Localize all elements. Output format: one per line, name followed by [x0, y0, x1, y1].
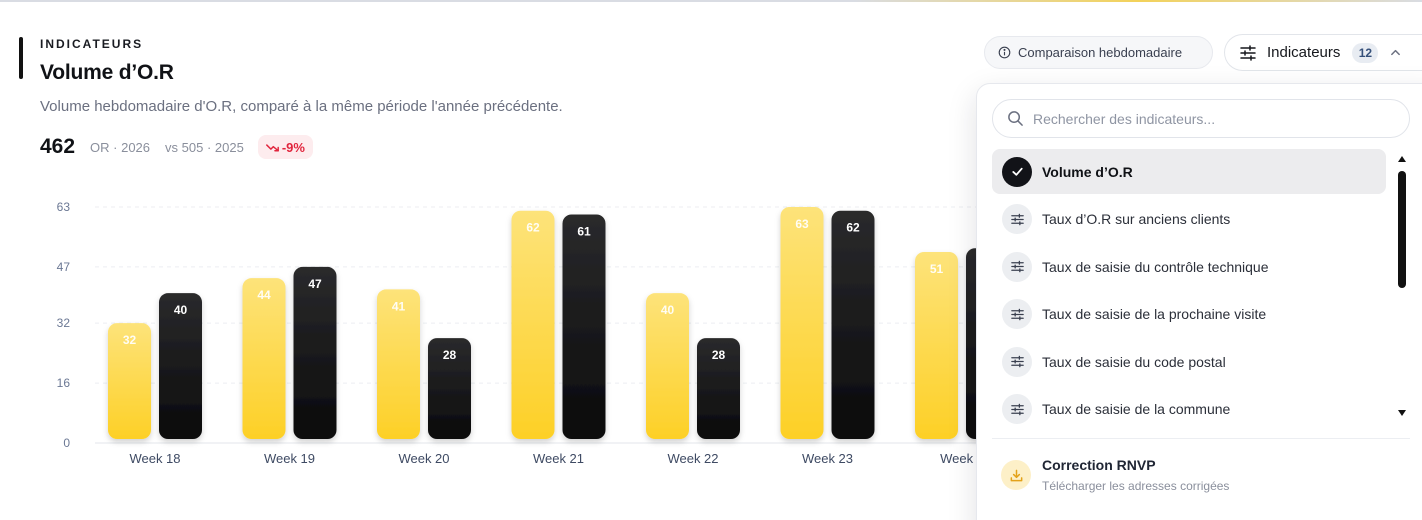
trend-down-icon: [265, 143, 279, 151]
scroll-down-arrow-icon[interactable]: [1398, 410, 1406, 416]
page-title: Volume d’O.R: [40, 61, 174, 84]
rnvp-subtitle: Télécharger les adresses corrigées: [1042, 479, 1230, 493]
bar-value-label: 47: [308, 277, 322, 291]
x-tick-label: Week 21: [533, 451, 584, 466]
weekly-comparison-button[interactable]: Comparaison hebdomadaire: [984, 36, 1213, 69]
bar-series-b[interactable]: [428, 338, 471, 439]
x-tick-label: Week 20: [398, 451, 449, 466]
y-tick-label: 16: [57, 376, 71, 390]
indicator-search-box[interactable]: [992, 99, 1410, 138]
bar-value-label: 44: [257, 288, 271, 302]
delta-badge: -9%: [257, 135, 313, 159]
bar-series-b[interactable]: [831, 210, 875, 439]
indicator-item-label: Volume d’O.R: [1042, 163, 1133, 180]
bar-series-a[interactable]: [915, 251, 958, 439]
check-icon: [1002, 156, 1032, 187]
bar-series-a[interactable]: [377, 289, 420, 439]
indicators-label: Indicateurs: [1267, 44, 1341, 61]
sliders-icon: [1002, 299, 1032, 329]
indicator-item-controle-technique[interactable]: Taux de saisie du contrôle technique: [992, 244, 1386, 289]
scroll-thumb[interactable]: [1398, 171, 1406, 288]
kpi-compare: vs 505 · 2025: [165, 139, 244, 155]
weekly-comparison-label: Comparaison hebdomadaire: [1018, 45, 1183, 60]
sliders-icon: [1002, 394, 1032, 424]
bar-value-label: 61: [577, 224, 591, 238]
bar-value-label: 40: [174, 303, 188, 317]
sliders-icon: [1002, 346, 1032, 377]
sliders-icon: [1240, 44, 1256, 61]
scroll-up-arrow-icon[interactable]: [1398, 156, 1406, 162]
indicator-item-prochaine-visite[interactable]: Taux de saisie de la prochaine visite: [992, 292, 1386, 337]
indicator-item-label: Taux d’O.R sur anciens clients: [1042, 211, 1231, 227]
y-tick-label: 47: [57, 260, 71, 274]
x-tick-label: Week 23: [802, 451, 853, 466]
x-tick-label: Week 18: [129, 451, 180, 466]
bar-value-label: 40: [661, 303, 675, 317]
indicator-item-label: Taux de saisie du code postal: [1042, 353, 1226, 370]
indicator-item-label: Taux de saisie de la prochaine visite: [1042, 306, 1267, 322]
indicators-dropdown-button[interactable]: Indicateurs 12: [1224, 34, 1422, 71]
bar-value-label: 51: [930, 262, 944, 276]
indicator-item-code-postal[interactable]: Taux de saisie du code postal: [992, 339, 1386, 384]
info-icon: [998, 46, 1011, 59]
kpi-summary: 462 OR · 2026 vs 505 · 2025 -9%: [40, 134, 313, 160]
indicator-list: Volume d’O.R Taux d’O.R sur anciens clie…: [992, 149, 1386, 434]
indicator-search-input[interactable]: [1033, 110, 1393, 127]
indicator-item-label: Taux de saisie de la commune: [1042, 401, 1231, 417]
kpi-value: 462: [40, 135, 76, 158]
x-tick-label: Week 2: [940, 451, 984, 466]
bar-series-b[interactable]: [293, 266, 337, 439]
bar-value-label: 62: [526, 221, 540, 235]
indicator-item-volume-or[interactable]: Volume d’O.R: [992, 149, 1386, 194]
bar-value-label: 62: [846, 221, 860, 235]
indicator-item-commune[interactable]: Taux de saisie de la commune: [992, 387, 1386, 432]
bar-series-a[interactable]: [511, 210, 555, 439]
bar-value-label: 28: [712, 348, 726, 362]
section-eyebrow: INDICATEURS: [40, 37, 144, 51]
top-divider: [0, 0, 1422, 2]
bar-series-b[interactable]: [697, 338, 740, 439]
bar-series-a[interactable]: [242, 278, 286, 439]
kpi-label: OR · 2026: [90, 139, 151, 155]
bar-series-a[interactable]: [780, 207, 824, 439]
rnvp-title: Correction RNVP: [1042, 457, 1156, 473]
x-tick-label: Week 19: [264, 451, 315, 466]
download-icon: [1001, 460, 1031, 490]
indicator-item-anciens-clients[interactable]: Taux d’O.R sur anciens clients: [992, 197, 1386, 242]
delta-value: -9%: [281, 139, 305, 155]
indicator-list-scrollbar[interactable]: [1395, 152, 1409, 428]
y-tick-label: 32: [57, 316, 71, 330]
y-tick-label: 63: [57, 200, 71, 214]
bar-value-label: 63: [795, 217, 809, 231]
section-accent-bar: [19, 37, 23, 79]
bar-value-label: 41: [392, 299, 406, 313]
bar-value-label: 28: [443, 348, 457, 362]
sliders-icon: [1002, 204, 1032, 234]
chevron-up-icon: [1391, 49, 1401, 56]
rnvp-correction-action[interactable]: Correction RNVP Télécharger les adresses…: [1001, 456, 1229, 493]
sliders-icon: [1002, 251, 1032, 282]
search-icon: [1008, 111, 1023, 126]
indicator-item-label: Taux de saisie du contrôle technique: [1042, 258, 1269, 275]
bar-value-label: 32: [123, 333, 137, 347]
bar-series-a[interactable]: [108, 323, 151, 439]
bar-series-a[interactable]: [646, 293, 689, 439]
dropdown-divider: [992, 438, 1410, 439]
indicators-count-badge: 12: [1352, 42, 1379, 63]
bar-series-b[interactable]: [562, 214, 606, 439]
indicators-dropdown-panel: Volume d’O.R Taux d’O.R sur anciens clie…: [976, 83, 1422, 520]
bar-series-b[interactable]: [159, 293, 202, 439]
y-tick-label: 0: [63, 436, 70, 450]
x-tick-label: Week 22: [667, 451, 718, 466]
page-subtitle: Volume hebdomadaire d'O.R, comparé à la …: [40, 98, 563, 115]
